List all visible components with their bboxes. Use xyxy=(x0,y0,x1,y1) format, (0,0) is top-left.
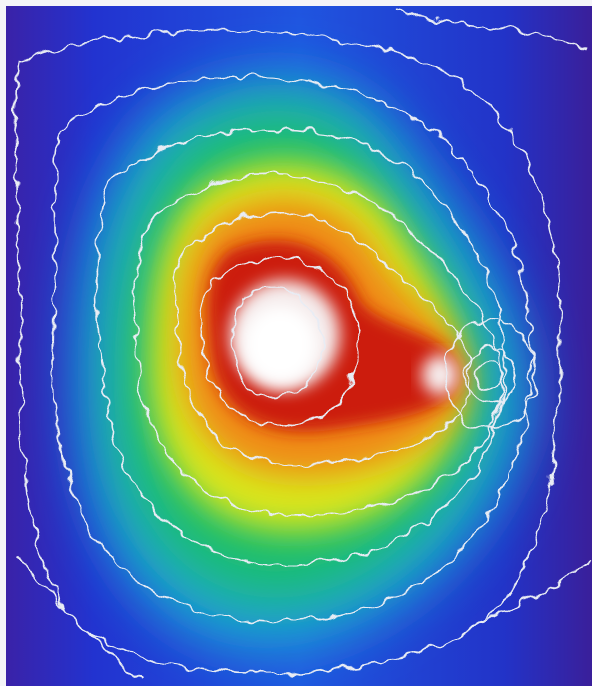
page-body xyxy=(0,0,592,686)
false-color-map xyxy=(0,0,592,686)
page: {} html, body { margin: 0; padding: 0; w… xyxy=(0,0,592,686)
